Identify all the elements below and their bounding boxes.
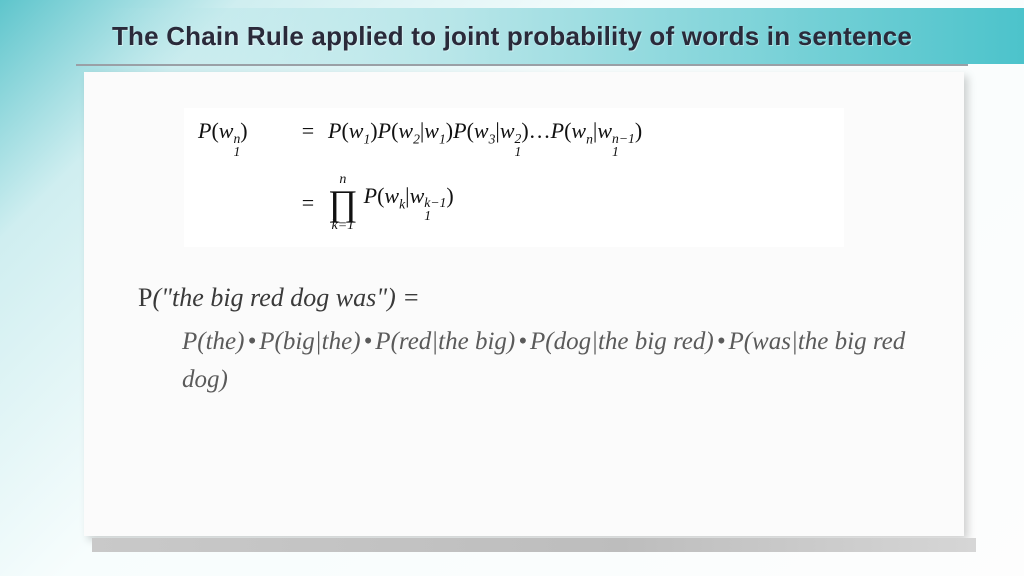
example-P: P (138, 283, 152, 312)
title-underline (76, 64, 968, 66)
example-phrase: "the big red dog was") (161, 283, 402, 312)
slide-title: The Chain Rule applied to joint probabil… (112, 21, 912, 52)
product-operator: n ∏ k=1 (328, 173, 358, 233)
content-panel: P(wn1) = P(w1)P(w2|w1)P(w3|w21)…P(wn|wn−… (84, 72, 964, 536)
example-open-paren: ( (152, 283, 161, 312)
slide: The Chain Rule applied to joint probabil… (0, 0, 1024, 576)
bottom-shadow-bar (92, 538, 976, 552)
product-symbol: ∏ (328, 187, 358, 219)
equals-sign-2: = (288, 190, 328, 216)
formula-rhs-expanded: P(w1)P(w2|w1)P(w3|w21)…P(wn|wn−11) (328, 118, 830, 159)
formula-lhs: P(wn1) (198, 118, 288, 159)
equals-sign: = (288, 118, 328, 144)
title-bar: The Chain Rule applied to joint probabil… (0, 8, 1024, 64)
formula-product: = n ∏ k=1 P(wk|wk−11) (198, 173, 830, 233)
product-body: P(wk|wk−11) (364, 183, 454, 224)
chain-rule-formula: P(wn1) = P(w1)P(w2|w1)P(w3|w21)…P(wn|wn−… (184, 108, 844, 247)
worked-example: P("the big red dog was") = P(the)•P(big|… (138, 278, 910, 398)
example-rhs: P(the)•P(big|the)•P(red|the big)•P(dog|t… (138, 323, 910, 398)
example-eq: = (402, 283, 420, 312)
formula-rhs-product: n ∏ k=1 P(wk|wk−11) (328, 173, 454, 233)
example-lhs: P("the big red dog was") = (138, 278, 910, 317)
formula-expanded: P(wn1) = P(w1)P(w2|w1)P(w3|w21)…P(wn|wn−… (198, 118, 830, 159)
product-lower: k=1 (331, 219, 354, 233)
